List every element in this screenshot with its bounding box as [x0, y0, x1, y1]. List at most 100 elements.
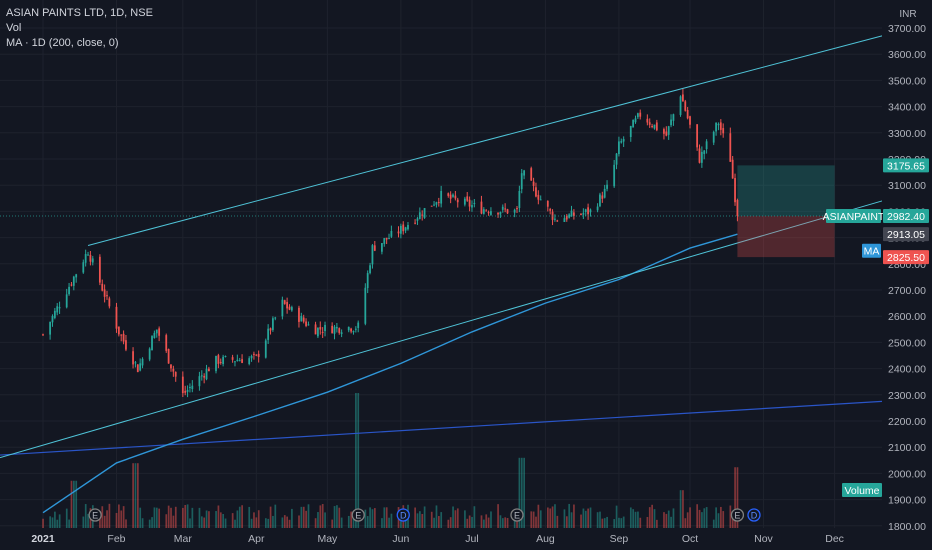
volume-bar: [222, 513, 225, 528]
candle-body: [416, 218, 419, 221]
volume-bar: [471, 516, 473, 528]
volume-legend[interactable]: Vol: [6, 22, 22, 34]
ma-name-badge-bg: [862, 243, 881, 258]
volume-bar: [286, 516, 289, 528]
candles: [42, 88, 739, 398]
candle-body: [563, 218, 566, 222]
volume-bar: [331, 519, 334, 528]
currency-label: INR: [899, 9, 916, 20]
event-marker-label: E: [355, 511, 361, 521]
candle-body: [712, 131, 715, 143]
price-tick-label: 2300.00: [888, 390, 926, 402]
candle-body: [516, 208, 518, 210]
volume-bar: [734, 467, 736, 528]
candle-body: [670, 119, 672, 126]
ma-legend[interactable]: MA · 1D (200, close, 0): [6, 37, 119, 49]
volume-bar: [430, 511, 433, 528]
volume-bar: [452, 506, 454, 528]
volume-bar: [539, 510, 542, 528]
candle-body: [722, 128, 725, 134]
candle-body: [139, 363, 142, 371]
candle-body: [381, 243, 383, 252]
volume-bar: [70, 480, 73, 528]
volume-bar: [364, 509, 367, 528]
time-tick-label: 2021: [31, 533, 55, 545]
candle-body: [407, 224, 409, 230]
candle-body: [679, 96, 682, 115]
candle-body: [224, 355, 227, 357]
candle-body: [615, 153, 618, 165]
volume-bar: [269, 506, 272, 528]
volume-bar: [573, 504, 575, 528]
candle-body: [115, 306, 118, 329]
price-tick-label: 2400.00: [888, 364, 926, 376]
volume-bar: [618, 517, 620, 528]
volume-bar: [648, 507, 651, 528]
volume-badge-bg: [842, 483, 882, 497]
volume-bar: [281, 517, 284, 528]
last-price-badge-bg: [883, 209, 929, 224]
volume-bar: [480, 515, 483, 528]
volume-bar: [248, 506, 251, 528]
candle-body: [269, 328, 272, 331]
volume-bar: [712, 519, 715, 528]
candle-body: [42, 334, 44, 336]
candle-body: [719, 122, 722, 130]
volume-bar: [347, 515, 350, 528]
volume-bar: [65, 508, 68, 528]
volume-bar: [404, 516, 407, 528]
candle-body: [373, 245, 376, 251]
candle-body: [172, 368, 175, 372]
price-tick-label: 3600.00: [888, 49, 926, 61]
volume-bar: [414, 507, 416, 528]
price-tick-label: 2600.00: [888, 311, 926, 323]
candle-body: [281, 299, 284, 317]
volume-bar: [139, 507, 142, 528]
candle-body: [715, 122, 717, 132]
candle-body: [480, 201, 483, 214]
last-price-badge: 2982.40: [883, 209, 929, 224]
candle-body: [191, 385, 194, 390]
volume-bar: [87, 513, 89, 528]
candle-body: [686, 110, 689, 119]
time-tick-label: Nov: [754, 533, 773, 545]
volume-bar: [437, 516, 440, 528]
candle-body: [136, 364, 139, 373]
candle-body: [331, 325, 334, 334]
time-tick-label: Oct: [682, 533, 698, 545]
symbol-title[interactable]: ASIAN PAINTS LTD, 1D, NSE: [6, 7, 153, 19]
volume-bar: [689, 507, 691, 528]
candle-body: [248, 358, 251, 364]
candle-body: [350, 328, 352, 332]
candle-body: [298, 307, 300, 322]
candle-body: [286, 301, 289, 309]
candle-body: [390, 230, 393, 237]
volume-bar: [729, 505, 732, 528]
volume-bar: [416, 513, 419, 528]
candle-body: [250, 355, 253, 359]
candle-body: [219, 361, 222, 363]
volume-bar: [537, 504, 540, 528]
candle-body: [371, 245, 374, 265]
volume-bar: [291, 508, 293, 528]
ma200-line: [42, 233, 738, 514]
volume-bar: [701, 512, 703, 528]
candle-body: [274, 317, 277, 319]
candle-body: [170, 364, 172, 369]
volume-bar: [613, 519, 616, 528]
candle-body: [530, 168, 533, 181]
candle-body: [305, 321, 307, 326]
stop-badge: 2825.50: [883, 250, 929, 265]
price-tick-label: 2000.00: [888, 468, 926, 480]
candle-body: [165, 335, 168, 351]
candle-body: [554, 218, 556, 220]
candle-body: [414, 222, 416, 224]
candle-body: [68, 286, 70, 295]
symbol-badge: ASIANPAINT: [823, 209, 885, 224]
volume-bar: [234, 519, 236, 528]
volume-bar: [238, 506, 241, 528]
candle-body: [53, 310, 56, 318]
candle-body: [117, 326, 120, 335]
